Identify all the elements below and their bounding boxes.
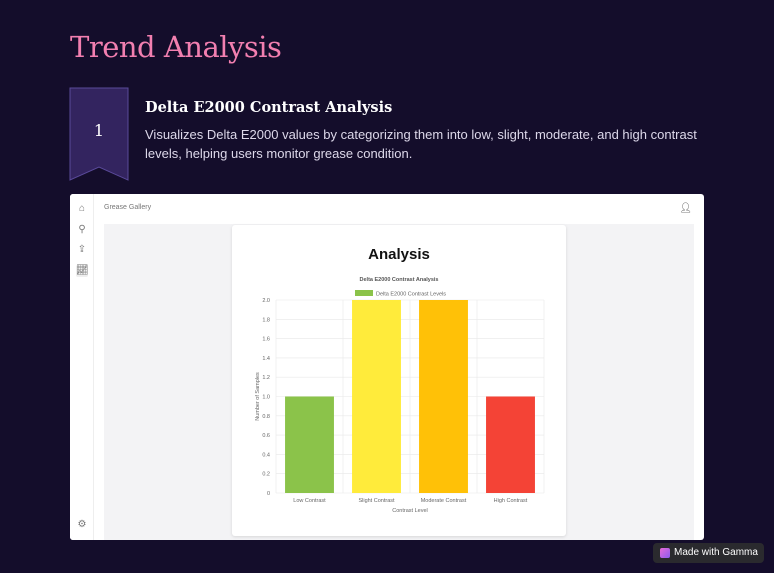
search-icon[interactable]: ⚲ [78, 224, 86, 235]
y-tick-label: 0.6 [262, 433, 270, 439]
card-title: Analysis [368, 246, 430, 263]
y-tick-label: 0.4 [262, 452, 270, 458]
made-with-gamma-badge[interactable]: Made with Gamma [653, 543, 764, 563]
step-ribbon: 1 [69, 87, 129, 181]
home-icon[interactable]: ⌂ [78, 203, 86, 214]
y-tick-label: 1.6 [262, 337, 270, 343]
y-tick-label: 1.0 [262, 395, 270, 401]
sidebar: ⌂ ⚲ ⇪ 📈︎ ⚙ [70, 194, 94, 540]
bar-chart: Delta E2000 Contrast Analysis Delta E2000… [255, 277, 545, 514]
upload-icon[interactable]: ⇪ [77, 244, 87, 255]
y-tick-label: 1.8 [262, 317, 270, 323]
top-bar: Grease Gallery 👤︎ [94, 194, 704, 224]
legend-label: Delta E2000 Contrast Levels [376, 292, 446, 298]
y-axis-label: Number of Samples [255, 372, 261, 421]
bar-slight-contrast [352, 300, 401, 493]
gamma-logo-icon [660, 548, 670, 558]
x-tick-label: High Contrast [494, 498, 528, 504]
y-tick-label: 1.4 [262, 356, 270, 362]
step-number: 1 [93, 121, 105, 140]
chart-icon[interactable]: 📈︎ [76, 265, 89, 277]
bar-low-contrast [285, 396, 334, 493]
content-area: Analysis Delta E2000 Contrast Analysis De… [104, 224, 694, 540]
ribbon-shape [69, 87, 129, 181]
x-tick-label: Slight Contrast [358, 498, 395, 504]
x-tick-label: Moderate Contrast [421, 498, 467, 504]
breadcrumb[interactable]: Grease Gallery [104, 204, 152, 211]
bar-moderate-contrast [419, 300, 468, 493]
slide-title: Trend Analysis [70, 30, 282, 64]
badge-label: Made with Gamma [674, 547, 758, 558]
analysis-card: Analysis Delta E2000 Contrast Analysis De… [232, 225, 566, 536]
y-tick-label: 2.0 [262, 298, 270, 304]
x-axis-label: Contrast Level [392, 508, 427, 514]
y-tick-label: 0.2 [262, 472, 270, 478]
section-heading: Delta E2000 Contrast Analysis [145, 99, 393, 116]
user-icon[interactable]: 👤︎ [679, 203, 692, 214]
chart-title: Delta E2000 Contrast Analysis [360, 277, 439, 283]
section-description: Visualizes Delta E2000 values by categor… [145, 127, 697, 161]
y-tick-label: 0 [267, 491, 270, 497]
bar-high-contrast [486, 396, 535, 493]
settings-icon[interactable]: ⚙ [77, 519, 87, 530]
y-tick-label: 0.8 [262, 414, 270, 420]
legend-swatch [355, 290, 373, 296]
y-tick-label: 1.2 [262, 375, 270, 381]
app-screenshot: ⌂ ⚲ ⇪ 📈︎ ⚙ Grease Gallery 👤︎ Analysis De… [70, 194, 704, 540]
x-tick-label: Low Contrast [293, 498, 326, 504]
